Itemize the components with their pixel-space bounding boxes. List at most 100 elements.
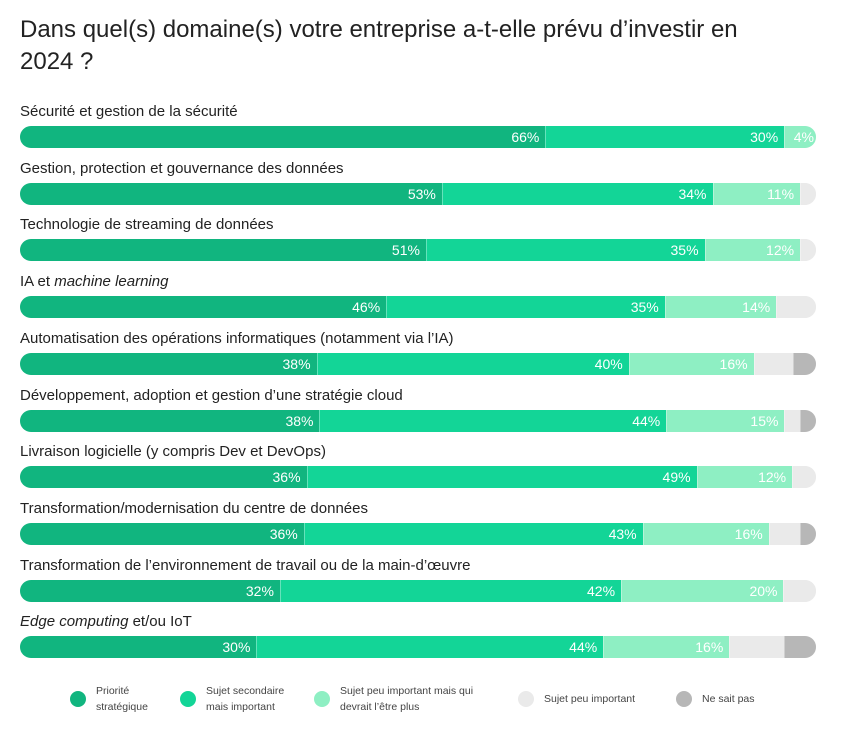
bar-segment — [800, 182, 816, 205]
bar-segment: 32% — [20, 579, 280, 602]
category-label: Transformation/modernisation du centre d… — [20, 499, 368, 519]
category-label-part: Automatisation des opérations informatiq… — [20, 329, 454, 347]
chart-legend: Priorité stratégique Sujet secondaire mai… — [70, 683, 830, 723]
data-label: 35% — [670, 242, 699, 259]
bar-segment: 16% — [642, 522, 769, 545]
data-label: 51% — [391, 242, 420, 259]
data-label: 12% — [766, 242, 795, 259]
legend-swatch — [676, 691, 692, 707]
category-label-part: Sécurité et gestion de la sécurité — [20, 103, 238, 120]
legend-label: Ne sait pas — [702, 693, 755, 705]
data-label: 14% — [742, 299, 771, 316]
data-label: 38% — [282, 355, 311, 372]
category-label-part: Transformation/modernisation du centre d… — [20, 499, 368, 517]
stacked-bar: 36% 49% 12% — [20, 466, 816, 489]
chart-row: Transformation de l’environnement de tra… — [20, 554, 816, 610]
data-label: 15% — [750, 412, 779, 429]
bar-segment: 14% — [664, 296, 777, 319]
bar-segment: 51% — [20, 239, 426, 262]
bar-segment — [800, 409, 816, 432]
category-label-part: Transformation de l’environnement de tra… — [20, 556, 471, 574]
legend-label: Sujet peu important — [544, 693, 636, 705]
stacked-bar: 38% 40% 16% — [20, 352, 816, 375]
category-label-part: Edge computing — [20, 613, 129, 631]
bar-segment — [784, 636, 816, 659]
category-label-part: et/ou IoT — [128, 613, 192, 631]
chart-row: Technologie de streaming de données 51% 35… — [20, 213, 816, 269]
legend-item: Ne sait pas — [676, 683, 755, 707]
data-label: 66% — [511, 129, 540, 145]
bar-segment: 35% — [386, 296, 665, 319]
bar-segment: 38% — [20, 352, 317, 375]
data-label: 44% — [569, 639, 598, 656]
data-label: 16% — [695, 639, 724, 656]
stacked-bar: 36% 43% 16% — [20, 522, 816, 545]
legend-label: Sujet secondaire mais important — [206, 685, 285, 713]
bar-segment — [784, 409, 801, 432]
bar-segment — [729, 636, 785, 659]
bar-segment: 30% — [545, 126, 785, 148]
bar-segment: 4% — [784, 126, 816, 148]
chart-row: Gestion, protection et gouvernance des d… — [20, 157, 816, 213]
chart-row: Edge computing et/ou IoT 30% 44% 16% — [20, 610, 816, 666]
bar-segment — [768, 522, 801, 545]
bar-segment: 40% — [316, 352, 629, 375]
category-label: Automatisation des opérations informatiq… — [20, 329, 454, 349]
chart-row: Développement, adoption et gestion d’une… — [20, 384, 816, 440]
category-label-part: Gestion, protection et gouvernance des d… — [20, 159, 344, 177]
bar-segment: 49% — [306, 466, 697, 489]
chart-row: IA et machine learning 46% 35% 14% — [20, 270, 816, 326]
category-label-part: Livraison logicielle (y compris Dev et D… — [20, 443, 326, 461]
data-label: 34% — [678, 185, 707, 202]
category-label-part: Développement, adoption et gestion d’une… — [20, 386, 403, 404]
data-label: 30% — [750, 129, 779, 145]
category-label: Développement, adoption et gestion d’une… — [20, 386, 403, 406]
data-label: 46% — [352, 299, 381, 316]
legend-swatch — [70, 691, 86, 707]
chart-row: Sécurité et gestion de la sécurité 66% 30%… — [20, 100, 816, 156]
legend-label: Priorité stratégique — [96, 685, 148, 713]
data-label: 36% — [269, 525, 298, 542]
data-label: 44% — [632, 412, 661, 429]
bar-segment: 34% — [441, 182, 713, 205]
category-label: Livraison logicielle (y compris Dev et D… — [20, 442, 326, 462]
stacked-bar: 32% 42% 20% — [20, 579, 816, 602]
bar-segment: 16% — [628, 352, 754, 375]
bar-segment: 12% — [704, 239, 801, 262]
stacked-bar: 38% 44% 15% — [20, 409, 816, 432]
bar-segment: 38% — [20, 409, 320, 432]
bar-segment: 44% — [256, 636, 604, 659]
stacked-bar: 51% 35% 12% — [20, 239, 816, 262]
chart-row: Transformation/modernisation du centre d… — [20, 497, 816, 553]
category-label-part: Technologie de streaming de données — [20, 216, 274, 234]
data-label: 30% — [222, 639, 251, 656]
bar-segment: 36% — [20, 522, 304, 545]
data-label: 4% — [793, 129, 814, 145]
bar-segment: 30% — [20, 636, 257, 659]
category-label: Transformation de l’environnement de tra… — [20, 556, 471, 576]
bar-segment: 16% — [603, 636, 730, 659]
data-label: 20% — [749, 582, 778, 599]
stacked-bar: 46% 35% 14% — [20, 296, 816, 319]
legend-swatch — [180, 691, 196, 707]
bar-segment: 11% — [712, 182, 801, 205]
legend-item: Sujet peu important mais qui devrait l’ê… — [314, 683, 473, 715]
chart-title: Dans quel(s) domaine(s) votre entreprise… — [20, 16, 738, 75]
legend-item: Sujet secondaire mais important — [180, 683, 284, 715]
stacked-bar: 53% 34% 11% — [20, 182, 816, 205]
data-label: 53% — [407, 185, 436, 202]
legend-label: Sujet peu important mais qui devrait l’ê… — [340, 685, 474, 713]
bar-segment — [792, 352, 816, 375]
data-label: 12% — [758, 469, 787, 486]
data-label: 16% — [719, 355, 748, 372]
stacked-bar: 30% 44% 16% — [20, 636, 816, 659]
category-label-part: IA et — [20, 273, 55, 291]
bar-segment — [776, 296, 816, 319]
category-label: Edge computing et/ou IoT — [20, 612, 192, 632]
bar-segment: 15% — [666, 409, 785, 432]
bar-segment: 43% — [303, 522, 643, 545]
data-label: 43% — [608, 525, 637, 542]
bar-segment: 53% — [20, 182, 442, 205]
legend-item: Priorité stratégique — [70, 683, 148, 715]
bar-segment: 12% — [696, 466, 793, 489]
